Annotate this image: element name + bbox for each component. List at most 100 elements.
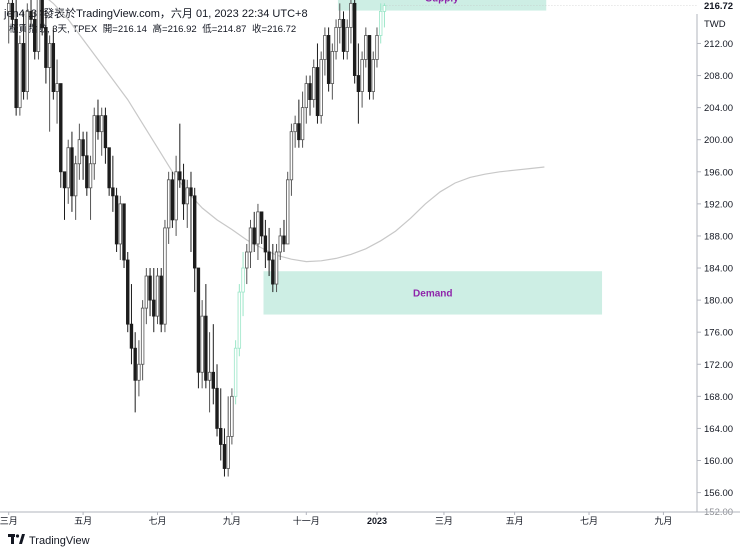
candle-body <box>96 115 100 133</box>
candle-body <box>230 395 234 437</box>
candle <box>204 284 208 389</box>
candle <box>245 243 249 285</box>
candle-body <box>114 195 119 245</box>
candle-body <box>29 10 33 20</box>
price-tick-label: 196.00 <box>704 167 733 178</box>
price-tick-label: 164.00 <box>704 424 733 435</box>
candle <box>200 300 204 389</box>
candle-body <box>21 43 26 92</box>
candle <box>211 324 215 405</box>
candle <box>241 251 245 317</box>
candle-body <box>300 107 305 141</box>
zone-demand <box>263 271 603 315</box>
candle <box>356 43 361 124</box>
time-tick-label: 2023 <box>367 516 387 526</box>
candle-body <box>375 35 379 60</box>
candle-body <box>166 179 171 229</box>
candle <box>33 11 37 60</box>
last-price-label: 216.72 <box>704 1 733 12</box>
candle-body <box>297 123 301 141</box>
candle <box>174 155 178 236</box>
price-axis[interactable]: TWD 156.00 160.00 164.00 168.00 172.00 176.00… <box>386 1 733 518</box>
candle-body <box>352 2 357 76</box>
candle-body <box>47 43 52 68</box>
candle <box>144 268 149 325</box>
candle <box>319 51 323 124</box>
candle-body <box>204 315 208 381</box>
candle-body <box>170 179 175 221</box>
candle-body <box>100 115 104 133</box>
close-value: 收=216.72 <box>252 24 297 35</box>
candle <box>166 171 171 244</box>
low-value: 低=214.87 <box>202 24 247 35</box>
candle-body <box>62 171 67 189</box>
candle-body <box>122 203 126 261</box>
candle <box>170 171 175 228</box>
candle <box>29 0 33 28</box>
candle-body <box>360 59 364 92</box>
candle <box>345 19 349 60</box>
candle-body <box>73 163 78 197</box>
candle-body <box>215 387 219 429</box>
candle <box>148 268 152 317</box>
candle <box>364 27 368 68</box>
tradingview-brand: TradingView <box>29 534 90 547</box>
candle-body <box>289 131 294 181</box>
zone-label-supply: Supply <box>425 0 459 4</box>
candle-body <box>211 371 215 389</box>
candle <box>326 27 331 92</box>
candle <box>70 131 74 212</box>
price-tick-label: 176.00 <box>704 328 733 339</box>
candle-body <box>349 2 353 28</box>
candle-body <box>14 18 18 109</box>
time-axis[interactable]: 三月 五月 七月 九月 十一月 2023 三月 五月 七月 九月 <box>0 511 740 526</box>
candle <box>222 428 227 477</box>
time-tick-label: 七月 <box>148 516 166 526</box>
candle <box>111 155 115 212</box>
candle <box>248 219 253 269</box>
price-tick-label: 208.00 <box>704 71 733 82</box>
candle-body <box>278 235 282 253</box>
candle <box>178 123 182 188</box>
candle <box>315 43 320 124</box>
candle <box>304 75 308 124</box>
candle-body <box>107 147 111 189</box>
candle <box>44 11 48 84</box>
candle <box>103 107 108 164</box>
candle-body <box>259 211 264 237</box>
candle <box>7 0 11 44</box>
candle-body <box>319 59 323 117</box>
candle-body <box>330 51 335 84</box>
candle <box>129 284 134 365</box>
candle <box>47 35 52 132</box>
price-tick-label: 160.00 <box>704 456 733 467</box>
candle-body <box>111 187 115 197</box>
candle-body <box>252 227 256 245</box>
candle <box>382 3 387 28</box>
candle <box>192 187 197 293</box>
moving-average-line <box>48 0 545 263</box>
candle <box>226 396 230 477</box>
candle-body <box>77 139 82 165</box>
candle <box>312 59 316 108</box>
time-tick-label: 九月 <box>654 516 672 526</box>
candle <box>133 332 137 413</box>
footer: TradingView <box>8 534 90 547</box>
candle-body <box>207 371 212 381</box>
candle <box>55 59 59 124</box>
candle-body <box>59 83 63 173</box>
candle <box>14 0 18 116</box>
candle <box>323 27 327 76</box>
candle <box>289 123 294 196</box>
candle <box>96 99 100 140</box>
time-tick-label: 三月 <box>0 516 18 526</box>
candle-body <box>7 2 11 12</box>
candle-body <box>200 315 204 373</box>
open-value: 開=216.14 <box>102 24 147 35</box>
candle-body <box>263 235 268 253</box>
candle <box>152 268 156 333</box>
candle <box>92 107 96 180</box>
candle <box>215 364 219 437</box>
candle <box>155 268 160 325</box>
